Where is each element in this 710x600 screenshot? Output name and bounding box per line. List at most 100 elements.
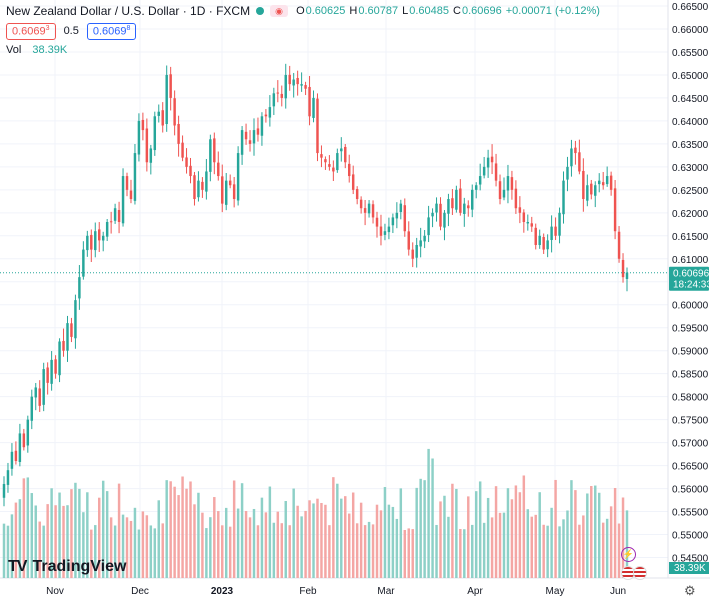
- candle-body: [137, 120, 141, 155]
- volume-bar: [304, 510, 307, 578]
- candle-body: [296, 77, 299, 85]
- time-axis-label: Nov: [46, 586, 64, 597]
- tradingview-logo[interactable]: TV TradingView: [8, 558, 126, 576]
- volume-bar: [205, 528, 208, 578]
- volume-bar: [248, 517, 252, 578]
- candle-body: [332, 167, 335, 172]
- candle-body: [486, 157, 490, 168]
- volume-bar: [125, 517, 129, 578]
- candle-body: [391, 217, 395, 226]
- candle-body: [558, 212, 561, 236]
- candle-body: [244, 131, 248, 140]
- candle-body: [129, 190, 133, 200]
- volume-bar: [538, 492, 541, 578]
- volume-bar: [471, 524, 474, 578]
- volume-bar: [86, 492, 89, 578]
- volume-bar: [268, 486, 272, 578]
- price-axis-label: 0.65500: [672, 48, 709, 59]
- candle-body: [189, 165, 192, 177]
- volume-bar: [181, 476, 184, 578]
- candle-body: [38, 388, 41, 406]
- volume-bar: [613, 488, 617, 578]
- buy-button[interactable]: 0.60698: [86, 23, 137, 40]
- symbol-title[interactable]: New Zealand Dollar / U.S. Dollar · 1D · …: [6, 4, 251, 18]
- candle-body: [542, 236, 545, 250]
- volume-bar: [546, 525, 549, 578]
- sell-button[interactable]: 0.60693: [6, 23, 56, 40]
- candle-body: [308, 86, 311, 117]
- volume-bar: [153, 528, 157, 578]
- market-status-icon: [256, 7, 265, 15]
- volume-bar: [582, 515, 585, 578]
- volume-bar: [336, 483, 339, 578]
- flag-icon[interactable]: [633, 566, 647, 580]
- volume-bar: [316, 498, 319, 578]
- candle-body: [419, 240, 422, 247]
- price-axis-label: 0.59500: [672, 324, 709, 335]
- high-label: H: [349, 5, 358, 17]
- candle-body: [605, 176, 609, 185]
- sell-price-sup: 3: [45, 25, 50, 32]
- volume-bar: [383, 487, 387, 578]
- volume-bar: [625, 510, 629, 578]
- flash-icon[interactable]: ⚡: [621, 547, 636, 562]
- volume-bar: [574, 490, 577, 578]
- candle-body: [324, 159, 327, 163]
- candle-body: [474, 185, 478, 190]
- volume-bar: [502, 512, 506, 578]
- close-label: C: [453, 5, 461, 17]
- volume-bar: [42, 525, 45, 578]
- volume-bar: [407, 528, 410, 578]
- candle-body: [375, 217, 379, 227]
- candle-body: [387, 226, 391, 233]
- volume-bar: [594, 485, 597, 578]
- volume-bar: [185, 488, 188, 578]
- volume-bar: [98, 497, 101, 578]
- settings-icon[interactable]: ⚙: [684, 583, 696, 598]
- candle-body: [494, 163, 498, 181]
- candle-body: [562, 180, 565, 215]
- eye-icon[interactable]: ◉: [270, 5, 289, 17]
- candle-body: [379, 226, 383, 236]
- candle-body: [482, 166, 486, 176]
- candle-body: [268, 107, 272, 118]
- last-price-badge: [669, 266, 709, 291]
- volume-bar: [292, 488, 295, 578]
- volume-bar: [296, 505, 299, 578]
- high-value: 0.60787: [358, 5, 399, 17]
- spread-value: 0.5: [63, 25, 79, 38]
- volume-bar: [288, 525, 291, 578]
- volume-bar: [90, 529, 93, 578]
- candle-body: [514, 188, 518, 209]
- candle-body: [312, 97, 315, 118]
- volume-bar: [280, 523, 284, 578]
- candle-body: [471, 189, 474, 210]
- candle-body: [74, 300, 77, 339]
- volume-bar: [423, 480, 426, 578]
- candle-body: [42, 369, 45, 405]
- volume-bar: [455, 488, 458, 578]
- volume-bar: [256, 525, 260, 578]
- price-axis-label: 0.65000: [672, 71, 709, 82]
- candle-body: [351, 174, 355, 190]
- candle-body: [459, 188, 462, 213]
- candle-body: [455, 189, 458, 210]
- candle-body: [574, 147, 577, 154]
- candle-body: [590, 183, 593, 195]
- candle-body: [185, 157, 188, 167]
- volume-bar: [177, 495, 180, 578]
- volume-bar: [46, 504, 49, 578]
- candle-body: [601, 182, 605, 186]
- candle-body: [173, 98, 176, 126]
- last-price-label: 0.60696: [673, 269, 710, 280]
- volume-label[interactable]: Vol: [6, 44, 22, 56]
- volume-bar: [14, 502, 18, 578]
- buy-price-sup: 8: [126, 25, 131, 32]
- volume-bar: [399, 488, 403, 578]
- volume-bar: [522, 475, 526, 578]
- volume-bar: [54, 505, 57, 578]
- candle-body: [280, 93, 284, 98]
- candle-body: [439, 203, 442, 227]
- candle-body: [121, 176, 125, 224]
